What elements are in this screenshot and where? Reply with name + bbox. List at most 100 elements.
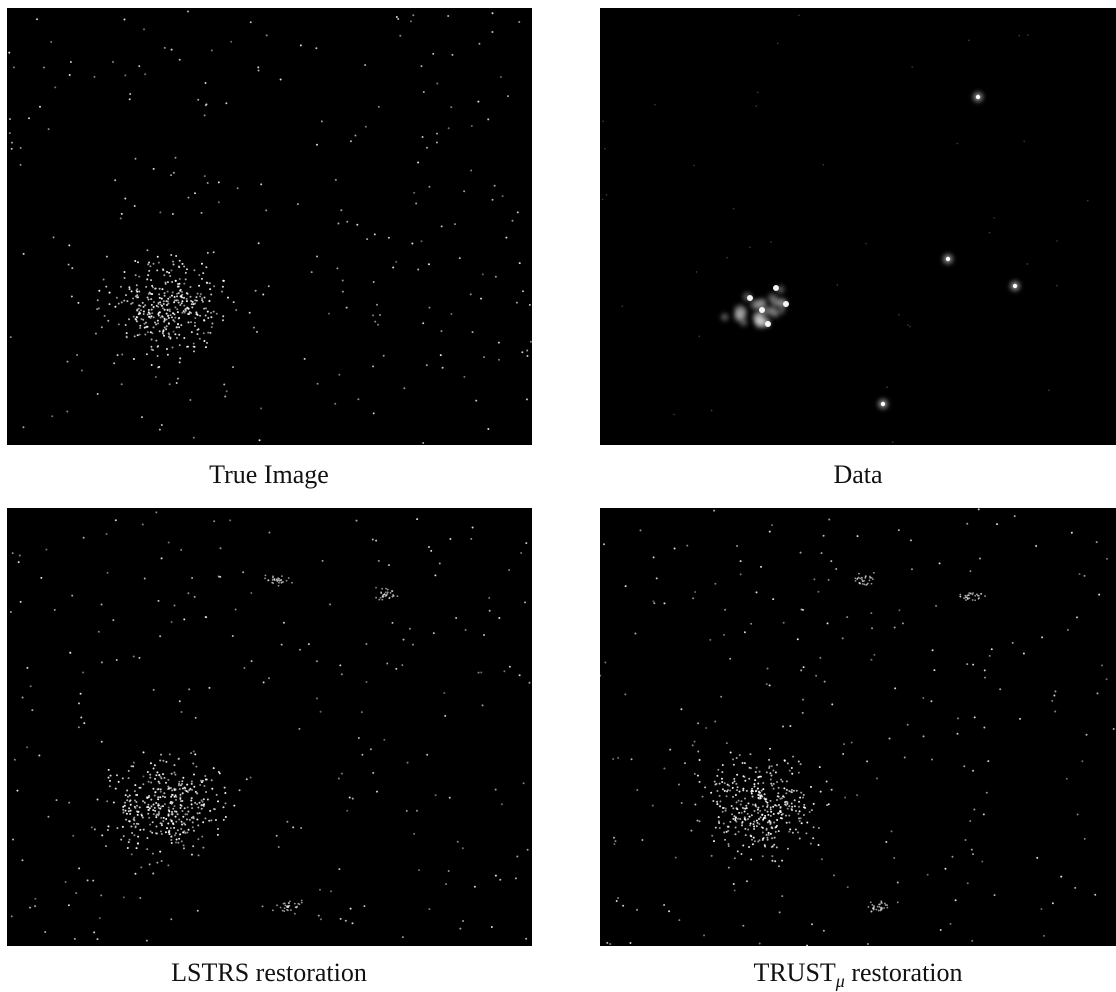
star	[157, 306, 159, 308]
star	[391, 622, 393, 624]
star	[188, 313, 190, 315]
star	[791, 809, 793, 811]
star	[487, 118, 489, 120]
star	[694, 591, 696, 593]
star	[726, 795, 728, 797]
star	[976, 95, 980, 99]
star	[204, 114, 206, 116]
star	[181, 780, 183, 782]
star	[780, 779, 782, 781]
star	[754, 785, 756, 787]
star	[872, 578, 874, 580]
star	[986, 792, 988, 794]
star	[178, 781, 180, 783]
star	[951, 856, 953, 858]
star	[151, 332, 153, 334]
star	[184, 824, 186, 826]
star	[972, 599, 974, 601]
star	[777, 792, 779, 794]
star	[165, 328, 167, 330]
star	[127, 847, 129, 849]
star	[168, 787, 170, 789]
star	[366, 238, 368, 240]
star	[410, 20, 412, 22]
star	[744, 631, 746, 633]
star	[136, 847, 138, 849]
star	[158, 262, 160, 264]
star	[185, 272, 187, 274]
star	[991, 648, 993, 650]
star	[152, 821, 154, 823]
star	[751, 814, 753, 816]
star	[388, 237, 390, 239]
star	[158, 600, 160, 602]
star	[338, 374, 340, 376]
star	[101, 661, 103, 663]
star	[151, 364, 153, 366]
star	[160, 776, 162, 778]
star	[755, 771, 757, 773]
star	[750, 859, 752, 861]
star	[226, 390, 228, 392]
star	[142, 817, 144, 819]
star	[164, 796, 166, 798]
star	[160, 791, 162, 793]
star	[950, 923, 952, 925]
star	[193, 830, 195, 832]
star	[30, 685, 32, 687]
star	[126, 789, 128, 791]
star	[126, 300, 128, 302]
star	[186, 818, 188, 820]
star	[172, 261, 174, 263]
star	[155, 802, 157, 804]
star	[766, 828, 768, 830]
star	[51, 415, 53, 417]
star	[757, 812, 759, 814]
star	[459, 257, 461, 259]
star	[128, 807, 130, 809]
star	[197, 806, 199, 808]
star	[656, 577, 658, 579]
star	[120, 217, 122, 219]
star	[154, 288, 156, 290]
star	[203, 798, 205, 800]
star	[232, 635, 234, 637]
star	[788, 815, 790, 817]
star	[996, 523, 998, 525]
trust-image	[600, 508, 1116, 946]
star	[422, 136, 424, 138]
star	[455, 617, 457, 619]
star	[378, 106, 380, 108]
star	[634, 632, 636, 634]
star	[809, 811, 811, 813]
star	[136, 805, 138, 807]
star	[760, 566, 762, 568]
star	[164, 47, 166, 49]
star	[213, 520, 215, 522]
star	[886, 386, 888, 388]
star	[168, 833, 170, 835]
star	[907, 724, 909, 726]
star	[153, 316, 155, 318]
star	[133, 655, 135, 657]
star	[211, 323, 213, 325]
star	[187, 10, 189, 12]
star	[1027, 34, 1029, 36]
star	[149, 824, 151, 826]
star	[719, 800, 721, 802]
star	[1041, 908, 1043, 910]
star	[522, 290, 524, 292]
star	[395, 668, 397, 670]
star	[204, 296, 206, 298]
star	[66, 410, 68, 412]
star	[286, 580, 288, 582]
star	[787, 848, 789, 850]
star	[278, 585, 280, 587]
star	[454, 223, 456, 225]
star	[213, 808, 215, 810]
star	[686, 545, 688, 547]
star	[179, 278, 181, 280]
star	[137, 843, 139, 845]
star	[114, 306, 116, 308]
star	[759, 771, 761, 773]
